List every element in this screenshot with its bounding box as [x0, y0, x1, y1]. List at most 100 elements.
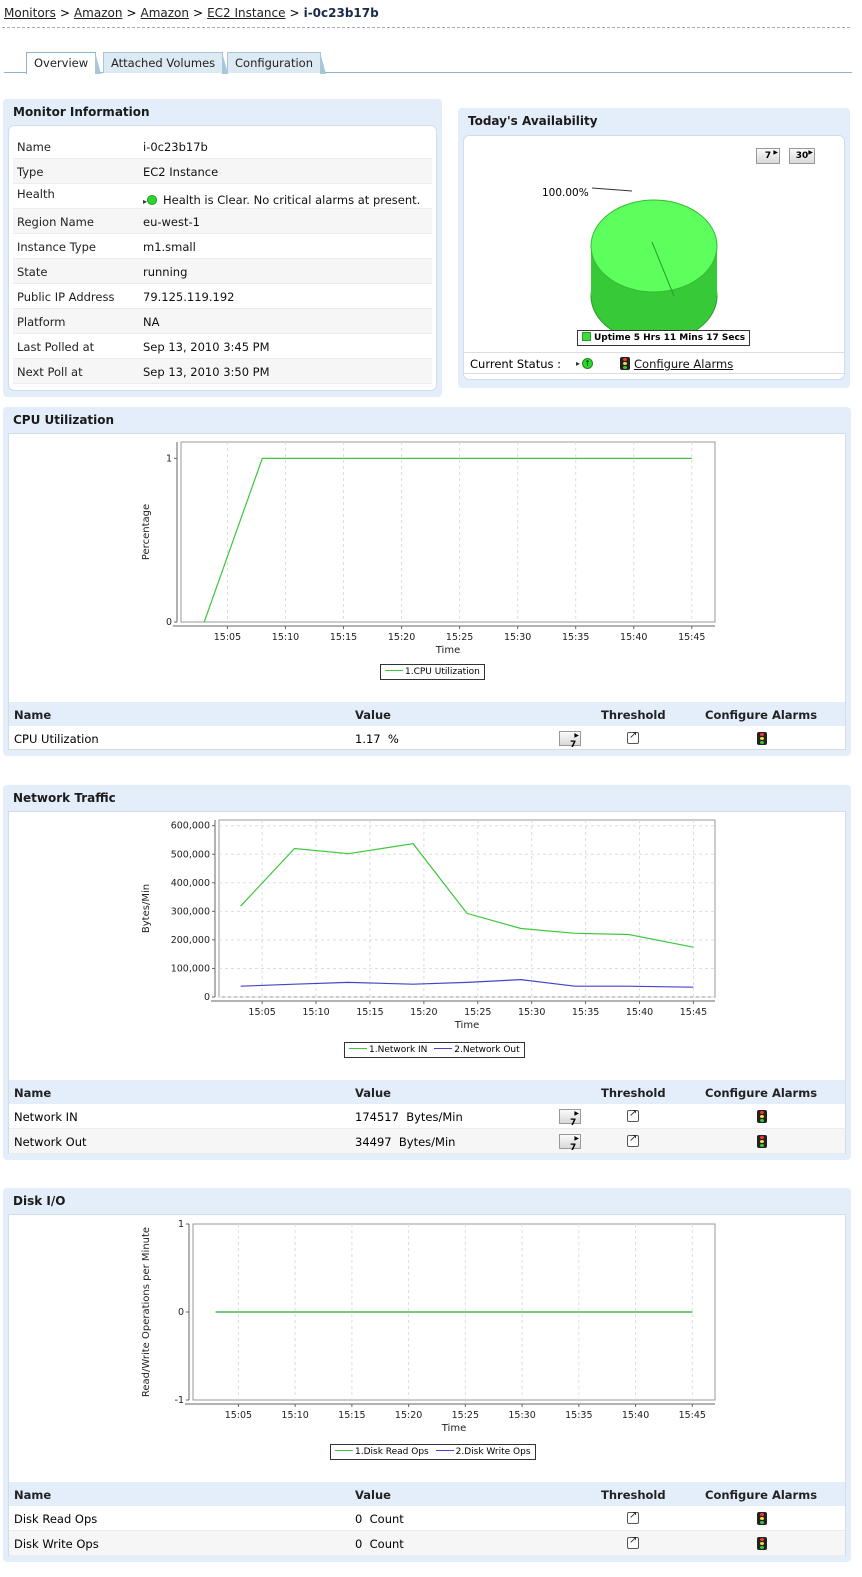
breadcrumb-link-amazon-2[interactable]: Amazon [140, 6, 190, 20]
x-tick-label: 15:35 [562, 632, 589, 643]
history-7-day-button[interactable]: 7 ▶ [559, 1134, 581, 1153]
configure-alarms-icon[interactable] [620, 357, 630, 370]
monitor-information-body: Name i-0c23b17b Type EC2 Instance Health ▸ Hea… [8, 125, 437, 391]
cpu-utilization-chart: 15:05 15:10 15:15 15:20 15:25 15:30 15:35 15:40… [141, 441, 716, 656]
header-value: Value [355, 1488, 391, 1502]
info-row-state: State running [13, 259, 432, 284]
disk-io-title: Disk I/O [3, 1188, 99, 1214]
x-tick-label: 15:40 [626, 1007, 653, 1018]
plot-area [180, 441, 716, 623]
x-tick-label: 15:05 [214, 632, 241, 643]
row-value: 1.17 % [355, 732, 399, 746]
info-key: Platform [17, 315, 66, 329]
configure-alarms-icon[interactable] [757, 1110, 767, 1123]
configure-alarms-icon[interactable] [757, 1512, 767, 1525]
breadcrumb: Monitors > Amazon > Amazon > EC2 Instance > i-0c… [4, 6, 379, 20]
x-tick-label: 15:15 [338, 1410, 365, 1421]
breadcrumb-separator: > [126, 6, 137, 20]
button-label: 30 [795, 151, 809, 161]
configure-alarms-icon[interactable] [757, 1135, 767, 1148]
value-unit: Count [369, 1512, 404, 1526]
info-key: Health [17, 187, 55, 201]
history-7-day-button[interactable]: 7 ▶ [559, 731, 581, 750]
x-tick-label: 15:10 [302, 1007, 329, 1018]
history-7-day-button[interactable]: 7 ▶ [559, 1109, 581, 1128]
y-tick-label: 200,000 [171, 935, 210, 946]
value-unit: % [387, 732, 399, 746]
network-table-header: Name Value Threshold Configure Alarms [9, 1080, 845, 1104]
value-unit: Bytes/Min [398, 1135, 456, 1149]
plot-area [218, 819, 716, 998]
configure-alarms-link[interactable]: Configure Alarms [634, 357, 734, 371]
value-number: 34497 [355, 1135, 392, 1149]
info-key: Next Poll at [17, 365, 83, 379]
x-axis-label: Time [441, 1423, 466, 1434]
breadcrumb-separator: > [59, 6, 70, 20]
threshold-icon[interactable] [627, 1535, 639, 1549]
disk-chart-legend: 1.Disk Read Ops 2.Disk Write Ops [330, 1444, 536, 1460]
legend-line [385, 670, 403, 671]
x-tick-label: 15:05 [225, 1410, 252, 1421]
y-tick-label: 100,000 [171, 963, 210, 974]
header-name: Name [14, 1488, 52, 1502]
info-key: Region Name [17, 215, 94, 229]
row-name: CPU Utilization [14, 732, 99, 746]
row-value: 0 Count [355, 1537, 404, 1551]
table-row: Disk Read Ops 0 Count [9, 1506, 845, 1531]
y-axis-label: Bytes/Min [141, 884, 152, 933]
header-configure-alarms: Configure Alarms [705, 1488, 818, 1502]
y-tick-label: 0 [166, 617, 172, 628]
row-value: 34497 Bytes/Min [355, 1135, 455, 1149]
legend-label-network-in: 1.Network IN [369, 1045, 428, 1055]
x-tick-label: 15:25 [452, 1410, 479, 1421]
series-line-1-cpu-utilization [203, 457, 692, 623]
info-key: Public IP Address [17, 290, 115, 304]
legend-line [434, 1048, 453, 1049]
breadcrumb-link-monitors[interactable]: Monitors [4, 6, 56, 20]
breadcrumb-separator: > [193, 6, 204, 20]
header-value: Value [355, 708, 391, 722]
x-tick-label: 15:45 [680, 1007, 707, 1018]
threshold-icon[interactable] [627, 730, 639, 744]
breadcrumb-link-amazon-1[interactable]: Amazon [73, 6, 123, 20]
y-tick-label: 1 [178, 1219, 184, 1230]
tab-attached-volumes[interactable]: Attached Volumes [103, 52, 229, 74]
threshold-icon[interactable] [627, 1133, 639, 1147]
availability-7-day-button[interactable]: 7 ▶ [756, 148, 780, 164]
legend-label-cpu: 1.CPU Utilization [405, 667, 480, 677]
availability-30-day-button[interactable]: 30 ▶ [789, 148, 815, 164]
disk-table-header: Name Value Threshold Configure Alarms [9, 1482, 845, 1506]
tab-overview[interactable]: Overview [26, 52, 102, 74]
row-name: Network Out [14, 1135, 87, 1149]
configure-alarms-icon[interactable] [757, 732, 767, 745]
info-row-public-ip-address: Public IP Address 79.125.119.192 [13, 284, 432, 309]
x-tick-label: 15:25 [464, 1007, 491, 1018]
info-row-platform: Platform NA [13, 309, 432, 334]
configure-alarms-icon[interactable] [757, 1537, 767, 1550]
y-axis-label: Read/Write Operations per Minute [141, 1227, 152, 1397]
header-configure-alarms: Configure Alarms [705, 1086, 818, 1100]
y-tick-label: 500,000 [171, 849, 210, 860]
info-row-type: Type EC2 Instance [13, 159, 432, 184]
table-row: Disk Write Ops 0 Count [9, 1531, 845, 1556]
x-tick-label: 15:45 [678, 632, 705, 643]
header-name: Name [14, 708, 52, 722]
info-row-instance-type: Instance Type m1.small [13, 234, 432, 259]
legend-swatch [582, 332, 591, 341]
current-status-row: Current Status : ▸ ↑ Configure Alarms [464, 352, 844, 374]
series-line-1-network-in [240, 843, 694, 948]
uptime-legend-label: Uptime 5 Hrs 11 Mins 17 Secs [594, 333, 746, 343]
pie-seam [651, 241, 675, 297]
threshold-icon[interactable] [627, 1510, 639, 1524]
x-tick-label: 15:45 [679, 1410, 706, 1421]
info-row-next-poll-at: Next Poll at Sep 13, 2010 3:50 PM [13, 359, 432, 384]
network-chart-legend: 1.Network IN 2.Network Out [344, 1042, 525, 1058]
tab-configuration[interactable]: Configuration [227, 52, 326, 74]
x-axis-label: Time [435, 645, 460, 656]
series-line-2-network-out [240, 978, 694, 988]
threshold-icon[interactable] [627, 1108, 639, 1122]
breadcrumb-link-ec2-instance[interactable]: EC2 Instance [207, 6, 286, 20]
y-tick-label: 1 [166, 453, 172, 464]
availability-pie-chart: 100.00% [542, 187, 718, 343]
expand-arrow-icon: ▸ [576, 359, 581, 368]
